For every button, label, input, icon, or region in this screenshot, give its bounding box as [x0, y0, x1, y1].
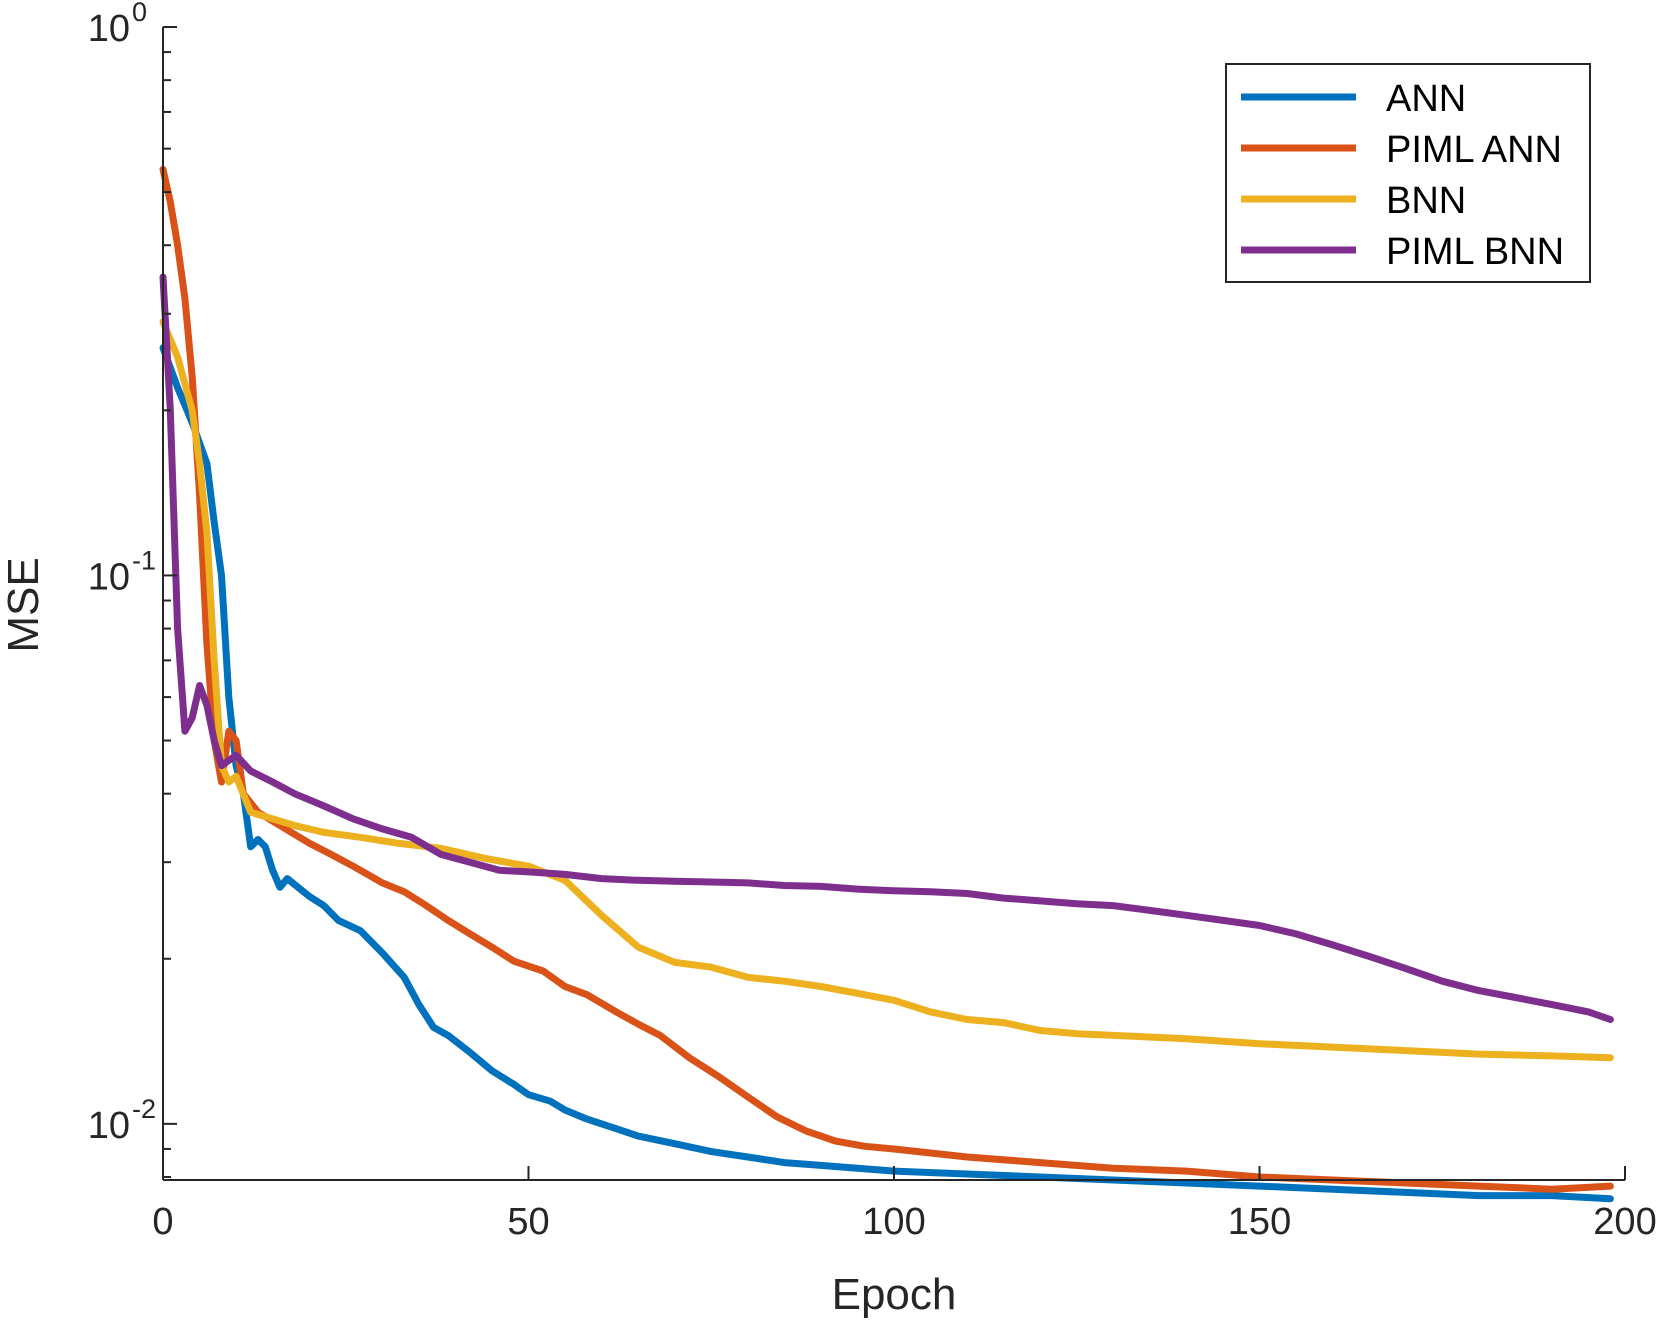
x-tick-label: 150 [1228, 1201, 1291, 1243]
y-axis-title: MSE [0, 557, 48, 652]
x-tick-label: 0 [152, 1201, 173, 1243]
y-tick-label-exponent: 0 [132, 0, 147, 27]
y-tick-label-exponent: -1 [132, 545, 156, 575]
y-tick-label-exponent: -2 [132, 1094, 156, 1124]
y-tick-label-base: 10 [88, 1105, 130, 1147]
x-tick-label: 200 [1593, 1201, 1656, 1243]
y-tick-label: 10 -2 [88, 1094, 156, 1147]
y-tick-label-base: 10 [88, 8, 130, 50]
legend: ANN PIML ANN BNN PIML BNN [1225, 63, 1591, 283]
x-tick-label: 50 [507, 1201, 549, 1243]
y-tick-label-base: 10 [88, 556, 130, 598]
y-tick-label: 10 -1 [88, 545, 156, 598]
x-tick-label: 100 [862, 1201, 925, 1243]
legend-label-piml-ann: PIML ANN [1386, 129, 1562, 171]
series-layer [159, 165, 1614, 1203]
legend-label-piml-bnn: PIML BNN [1386, 231, 1564, 273]
series-line-piml-bnn [159, 273, 1614, 1023]
series-line-piml-ann [159, 165, 1614, 1193]
y-tick-label: 10 0 [88, 0, 147, 50]
x-axis-title: Epoch [832, 1270, 957, 1319]
legend-label-bnn: BNN [1386, 180, 1466, 222]
legend-label-ann: ANN [1386, 78, 1466, 120]
series-line-bnn [159, 318, 1614, 1062]
